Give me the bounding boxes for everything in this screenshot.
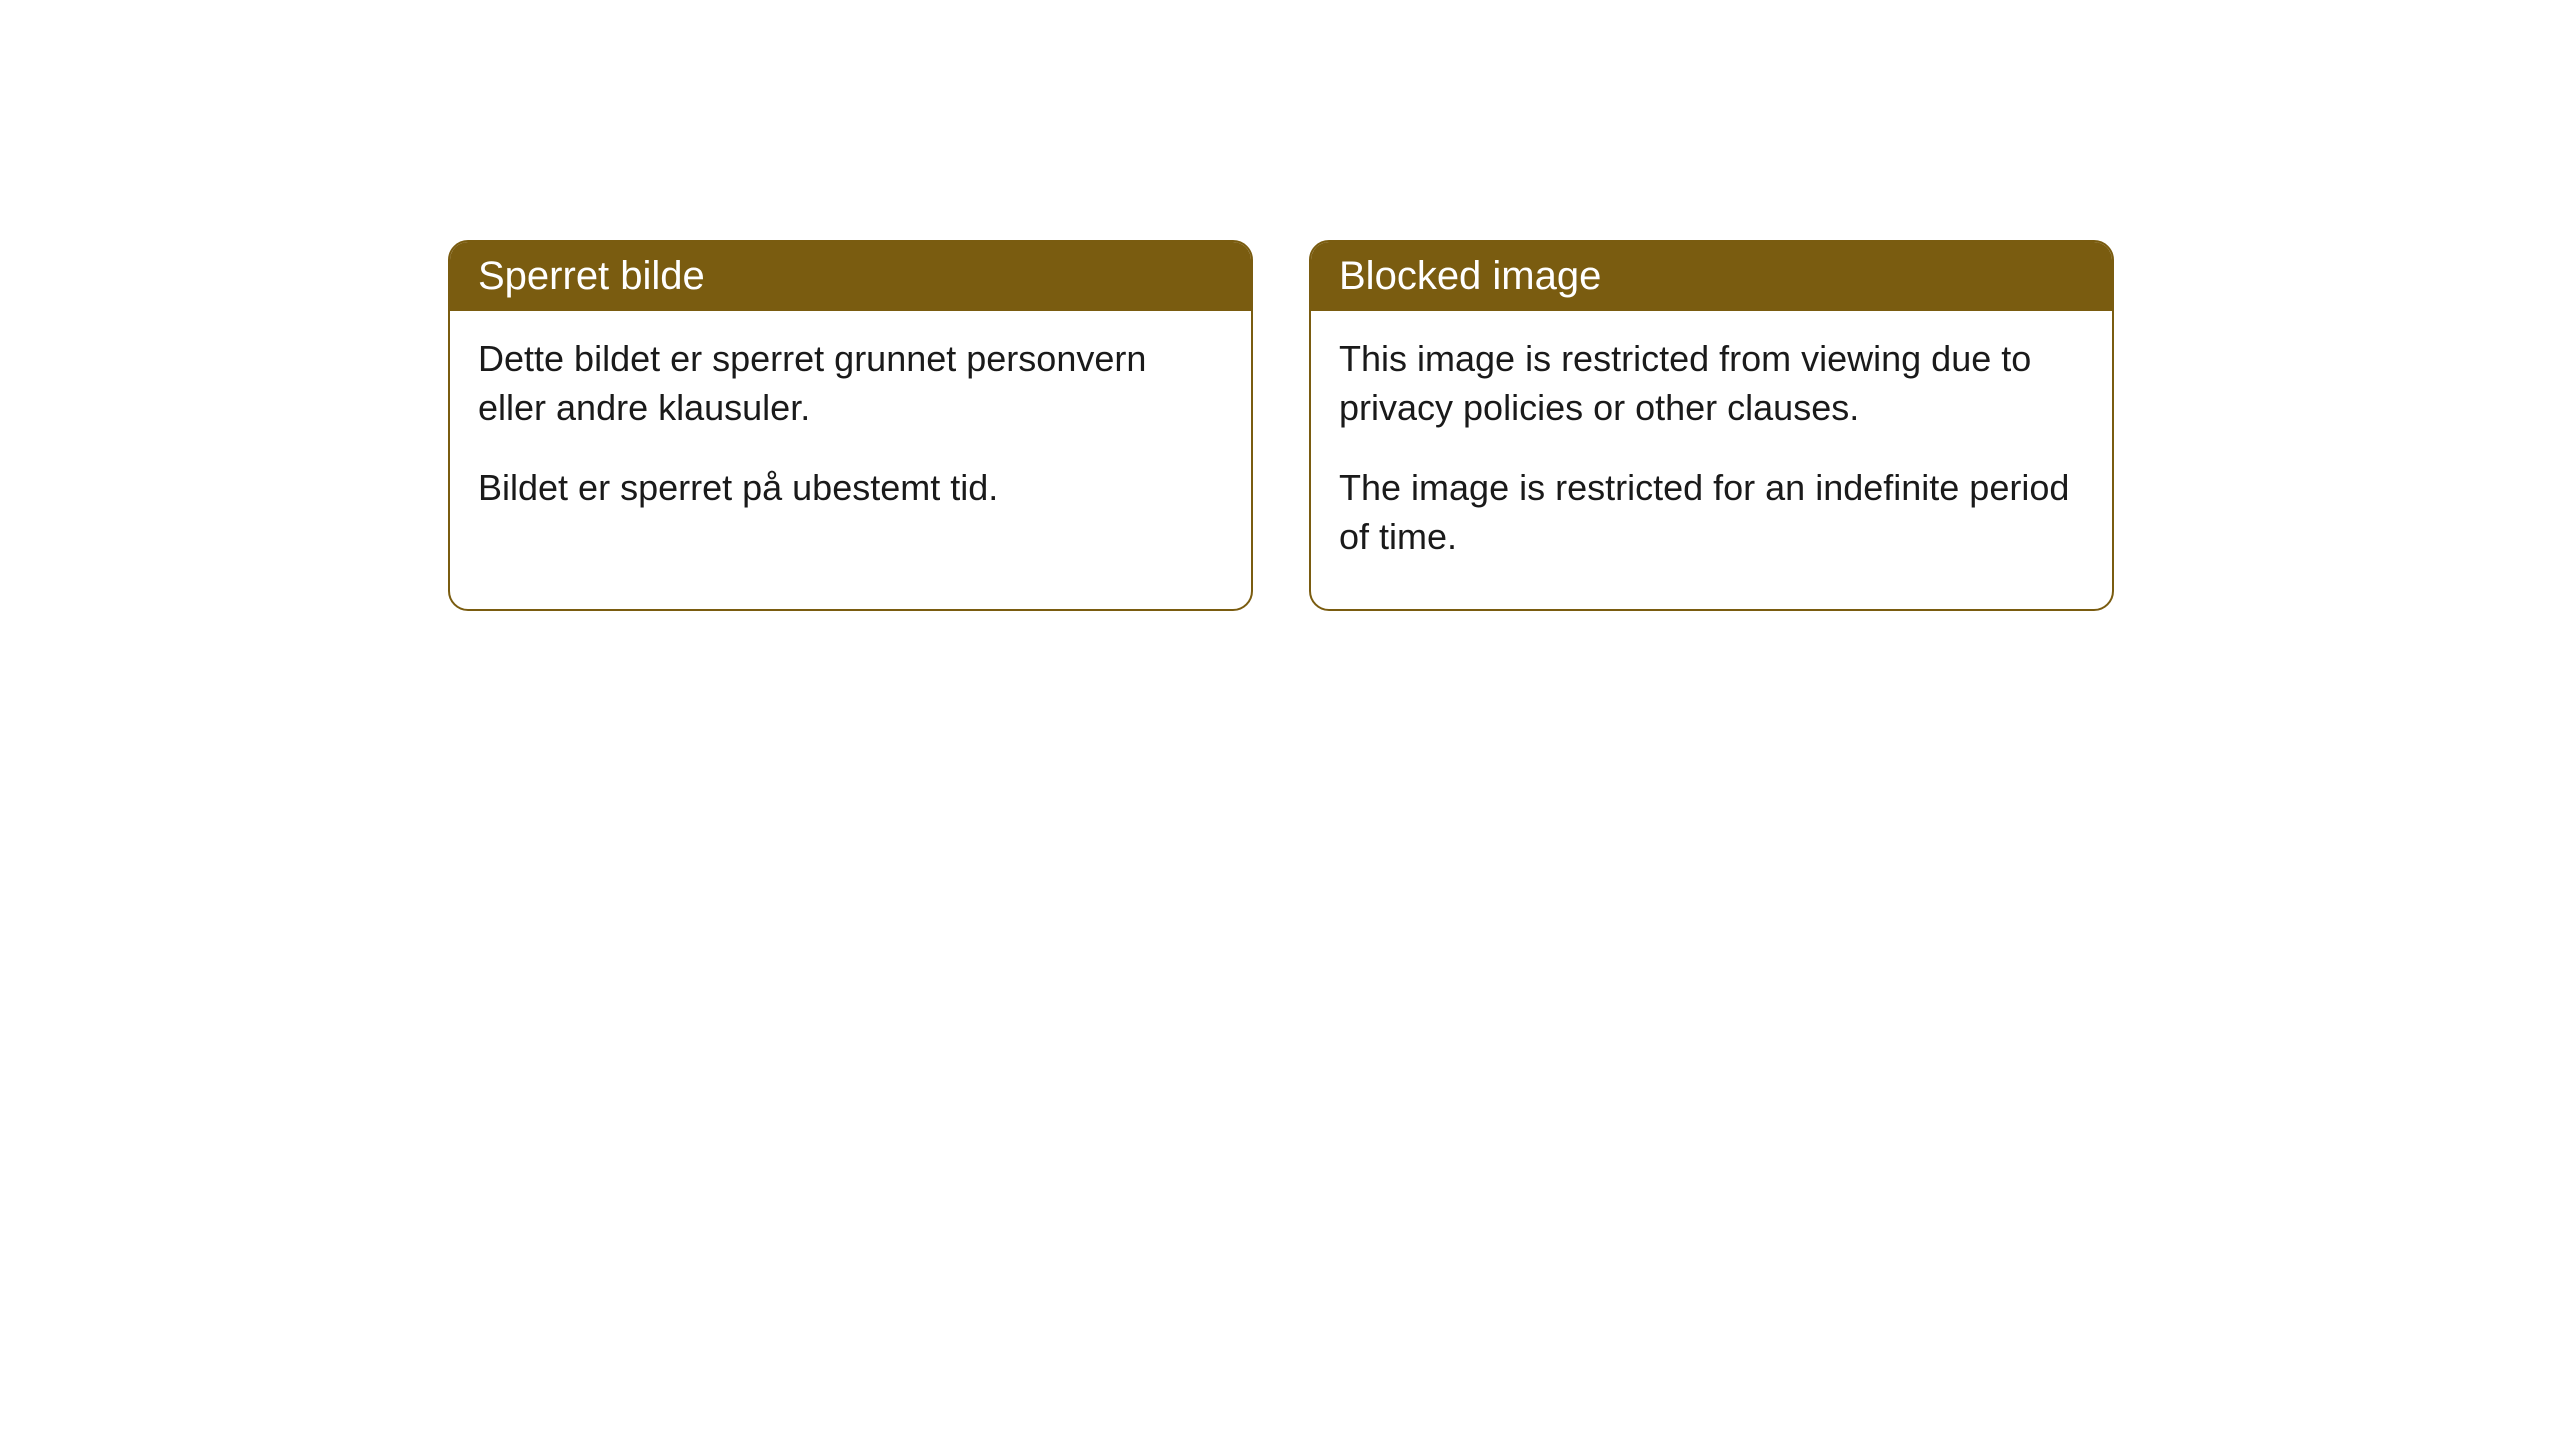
notice-cards-container: Sperret bilde Dette bildet er sperret gr… bbox=[448, 240, 2560, 611]
card-title: Blocked image bbox=[1339, 254, 1601, 298]
card-body: This image is restricted from viewing du… bbox=[1311, 311, 2112, 609]
card-paragraph: The image is restricted for an indefinit… bbox=[1339, 464, 2084, 561]
card-paragraph: Bildet er sperret på ubestemt tid. bbox=[478, 464, 1223, 513]
card-body: Dette bildet er sperret grunnet personve… bbox=[450, 311, 1251, 561]
card-paragraph: This image is restricted from viewing du… bbox=[1339, 335, 2084, 432]
card-header: Sperret bilde bbox=[450, 242, 1251, 311]
notice-card-norwegian: Sperret bilde Dette bildet er sperret gr… bbox=[448, 240, 1253, 611]
card-header: Blocked image bbox=[1311, 242, 2112, 311]
notice-card-english: Blocked image This image is restricted f… bbox=[1309, 240, 2114, 611]
card-title: Sperret bilde bbox=[478, 254, 705, 298]
card-paragraph: Dette bildet er sperret grunnet personve… bbox=[478, 335, 1223, 432]
